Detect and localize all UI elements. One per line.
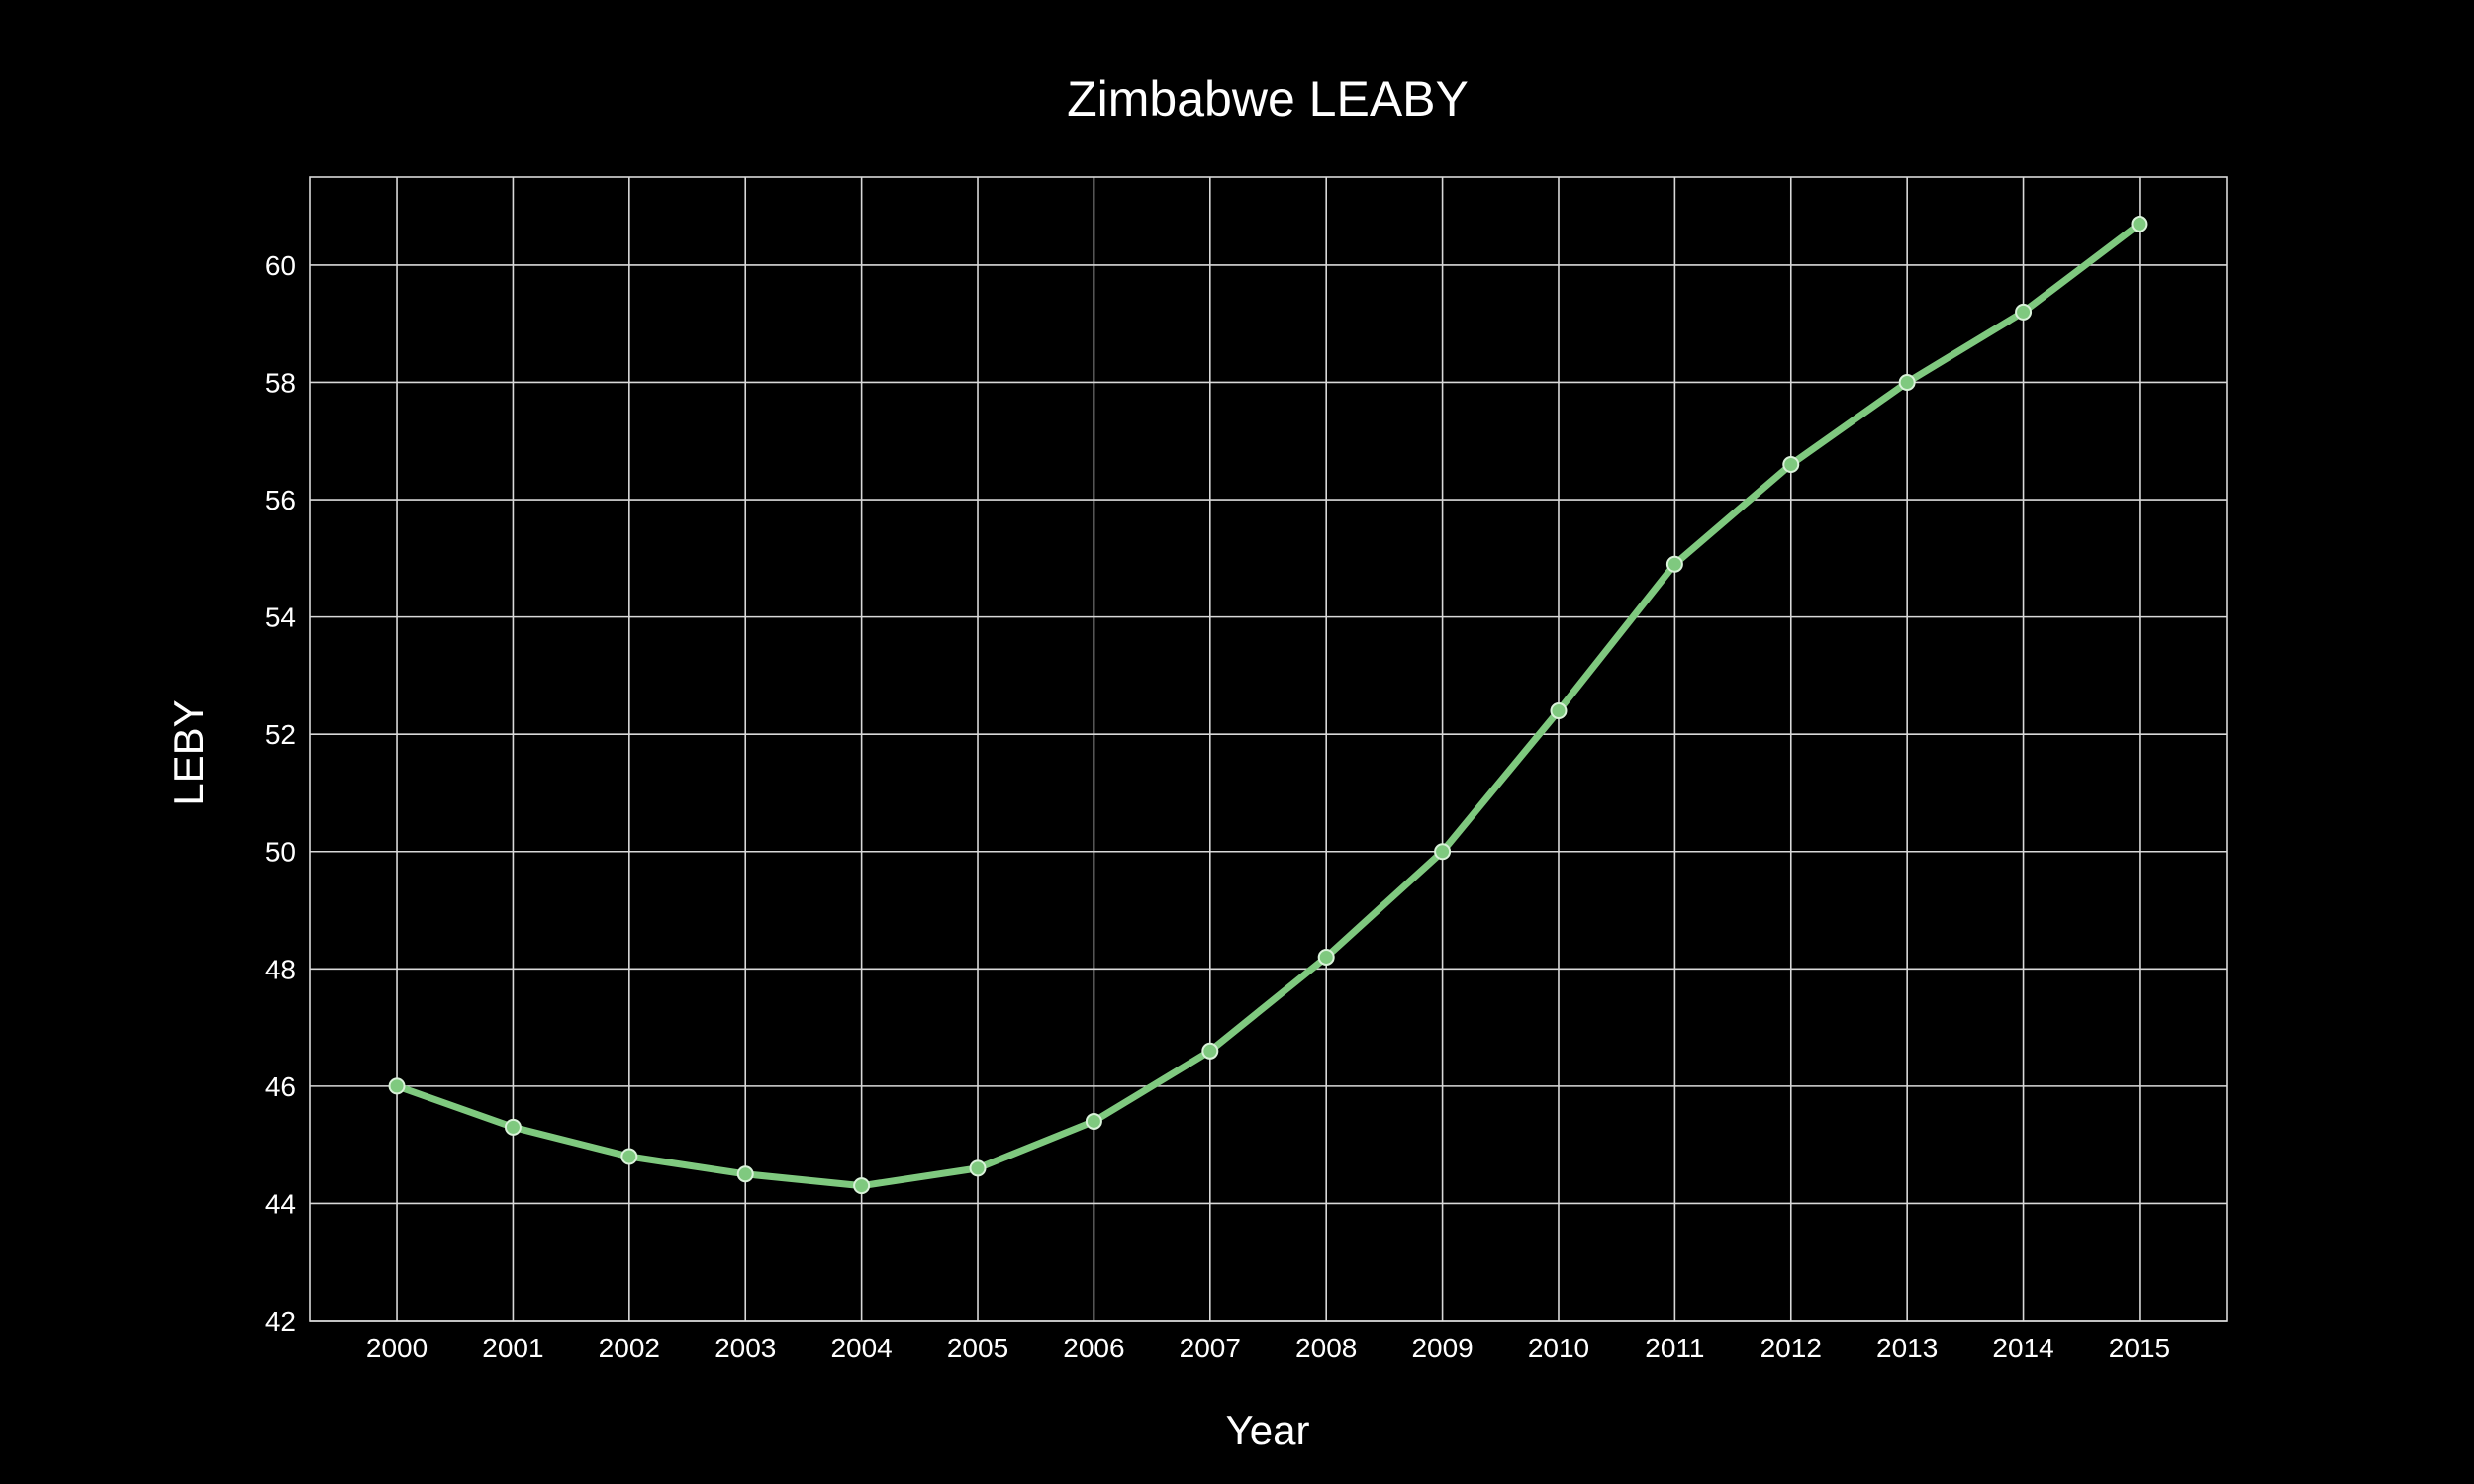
x-tick-label: 2012: [1760, 1333, 1822, 1363]
chart-title: Zimbabwe LEABY: [1067, 71, 1469, 127]
data-point: [1898, 373, 1916, 391]
x-tick-label: 2005: [947, 1333, 1008, 1363]
x-tick-label: 2008: [1295, 1333, 1357, 1363]
x-tick-label: 2013: [1876, 1333, 1938, 1363]
y-axis-label: LEBY: [165, 699, 212, 805]
x-tick-label: 2003: [714, 1333, 776, 1363]
data-point: [1085, 1112, 1102, 1130]
data-point: [1317, 948, 1335, 966]
data-point: [388, 1077, 406, 1095]
data-point: [1665, 555, 1683, 573]
y-tick-label: 60: [265, 250, 296, 281]
series-layer: [388, 215, 2148, 1195]
y-tick-label: 46: [265, 1071, 296, 1102]
data-point: [2015, 303, 2033, 321]
x-tick-label: 2002: [599, 1333, 660, 1363]
x-tick-label: 2014: [1992, 1333, 2053, 1363]
x-tick-label: 2004: [830, 1333, 892, 1363]
data-point: [2131, 215, 2148, 232]
x-tick-label: 2006: [1063, 1333, 1124, 1363]
x-tick-labels: 2000 2001 2002 2003 2004 2005 2006 2007 2008 2009…: [366, 1333, 2170, 1363]
x-tick-label: 2007: [1180, 1333, 1241, 1363]
x-tick-label: 2000: [366, 1333, 428, 1363]
y-tick-label: 52: [265, 719, 296, 750]
data-point: [1201, 1042, 1219, 1060]
data-point: [504, 1118, 522, 1136]
x-tick-label: 2009: [1411, 1333, 1473, 1363]
x-tick-label: 2015: [2109, 1333, 2170, 1363]
grid-layer: [310, 177, 2227, 1322]
series-line: [393, 220, 2143, 1190]
y-tick-label: 44: [265, 1188, 296, 1219]
y-tick-label: 58: [265, 367, 296, 398]
data-point: [853, 1177, 871, 1195]
x-axis-label: Year: [1226, 1407, 1310, 1453]
x-tick-label: 2001: [482, 1333, 543, 1363]
plot-frame: [309, 176, 2228, 1322]
y-tick-label: 50: [265, 837, 296, 868]
data-point: [736, 1165, 754, 1183]
data-point: [620, 1148, 638, 1165]
y-tick-label: 48: [265, 954, 296, 984]
y-tick-label: 42: [265, 1306, 296, 1337]
data-point: [969, 1159, 987, 1177]
y-tick-labels: 42 44 46 48 50 52 54 56 58 60: [265, 250, 296, 1337]
data-point: [1782, 455, 1800, 473]
y-tick-label: 56: [265, 485, 296, 515]
data-point: [1434, 843, 1452, 861]
x-tick-label: 2011: [1645, 1333, 1704, 1363]
x-tick-label: 2010: [1528, 1333, 1589, 1363]
y-tick-label: 54: [265, 603, 296, 633]
data-point: [1550, 701, 1568, 719]
